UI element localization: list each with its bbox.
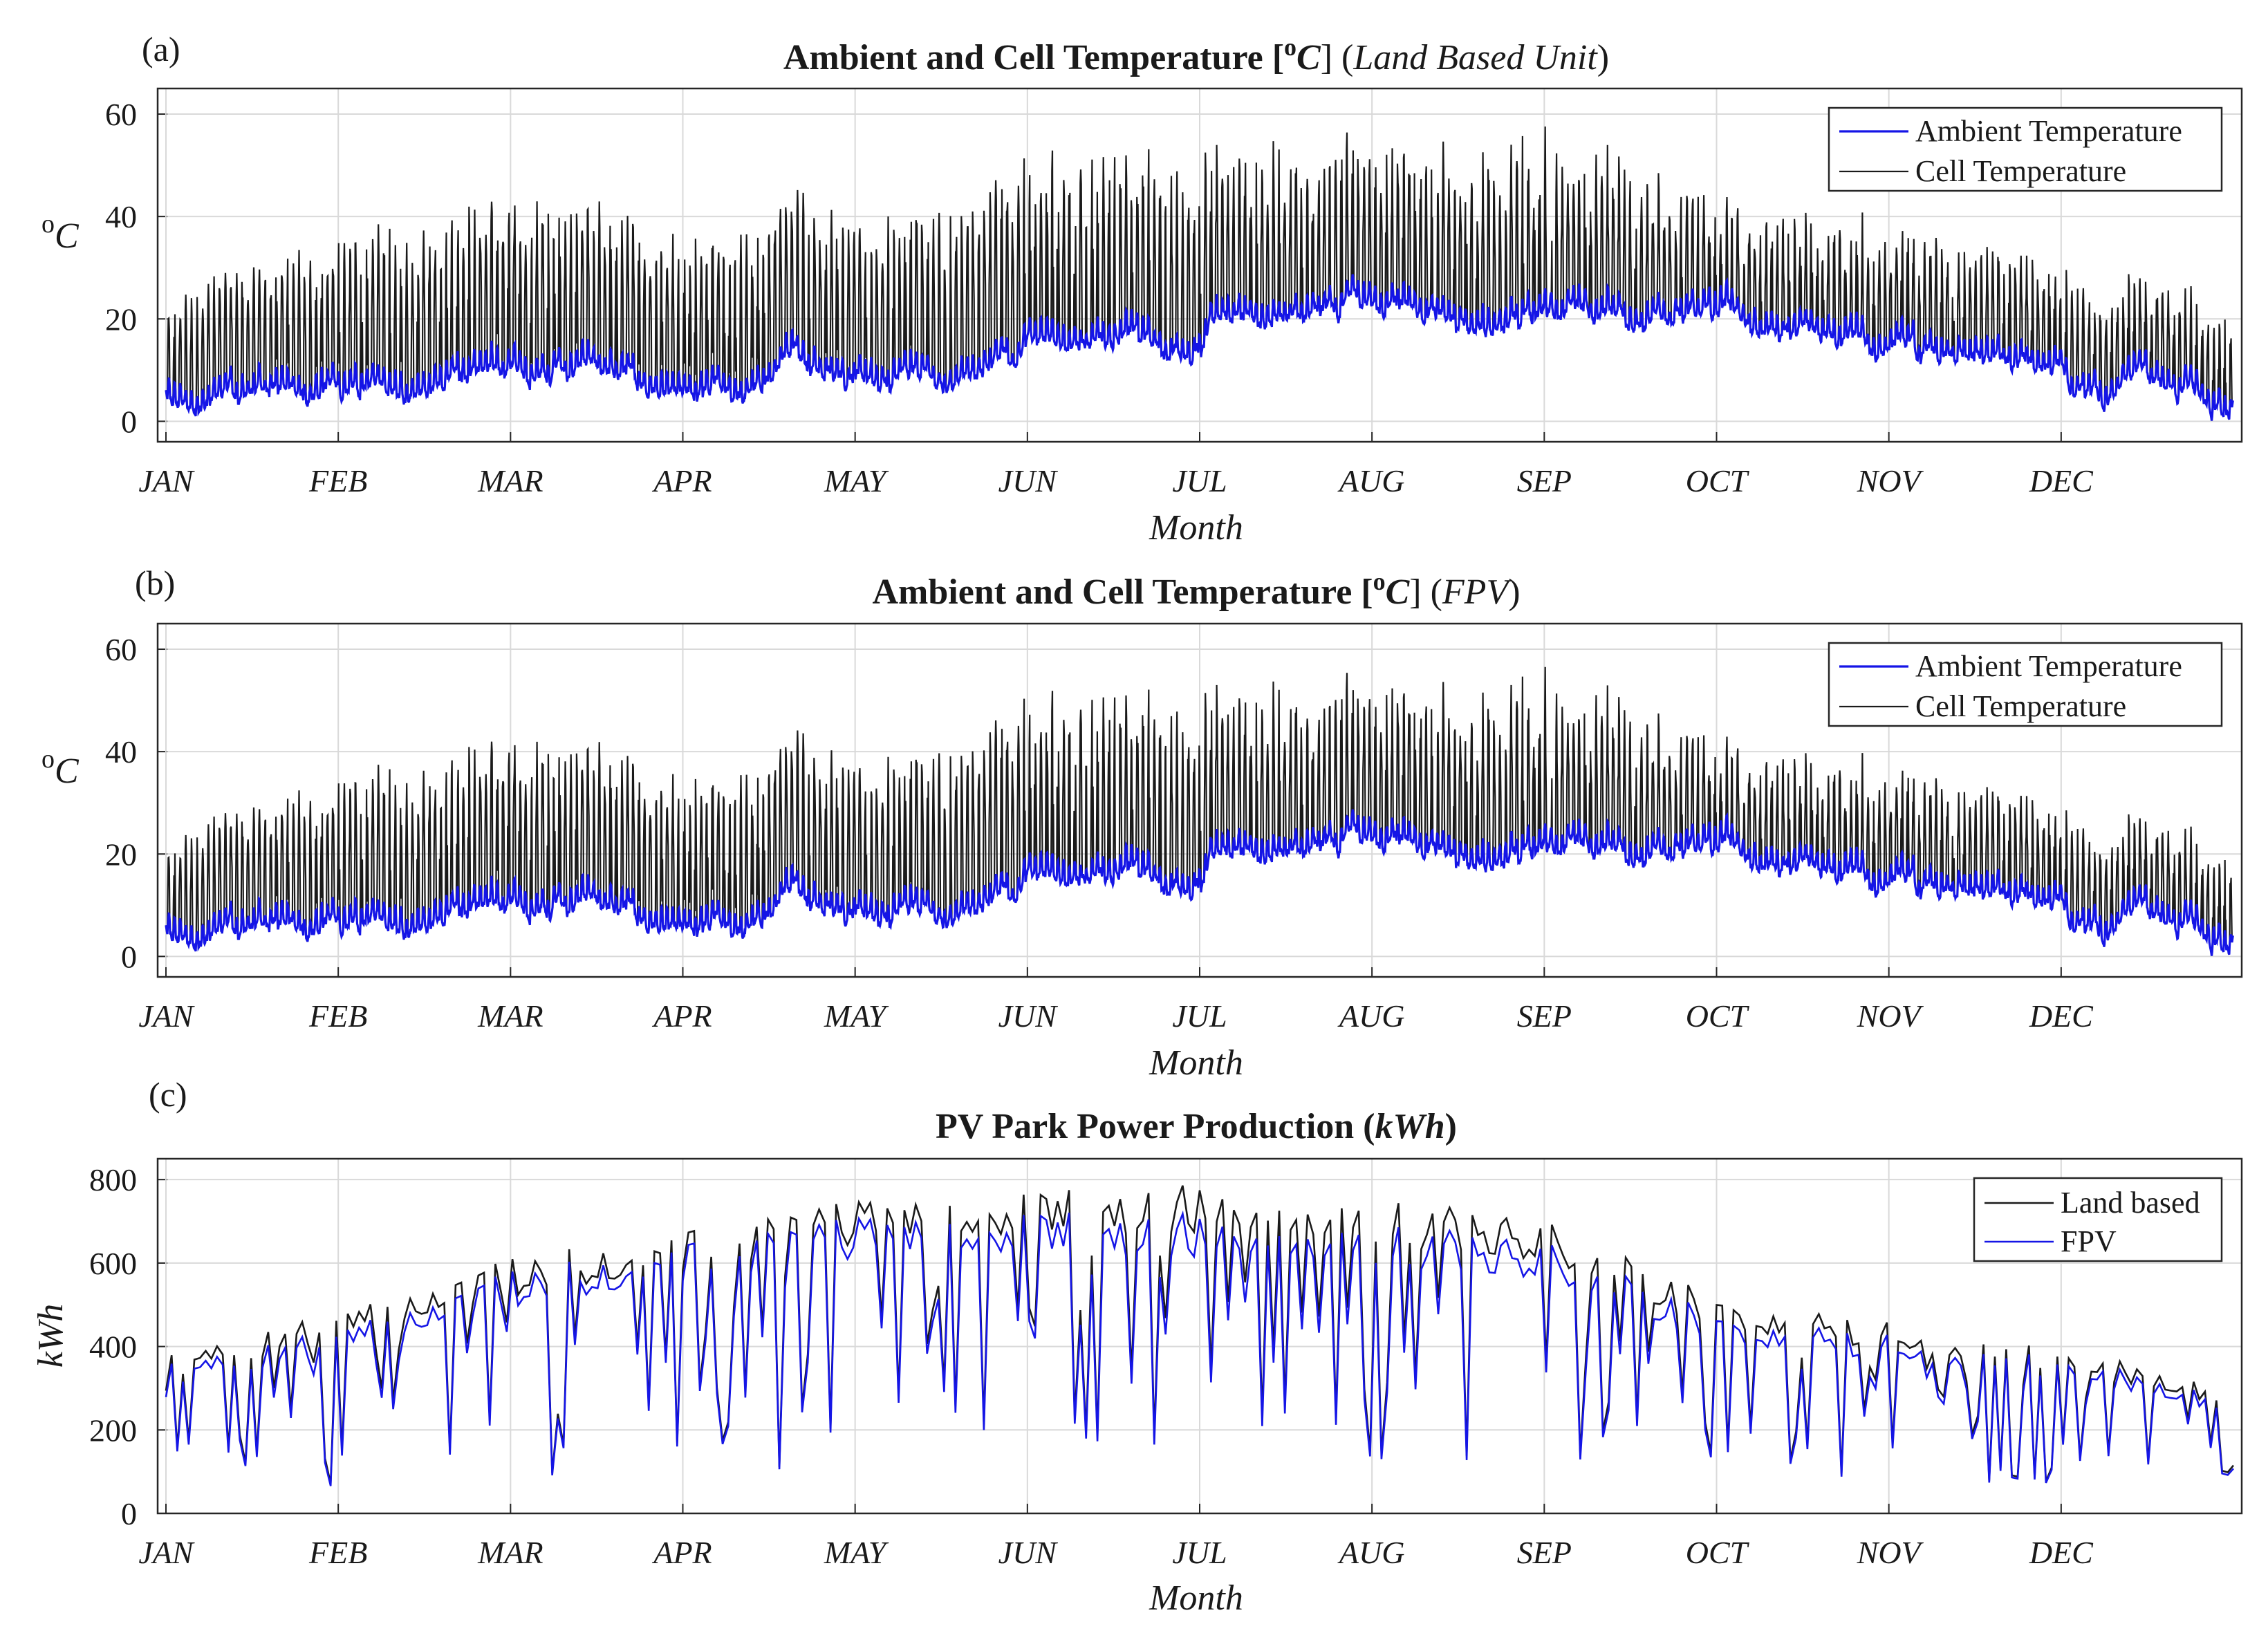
panel-b-y-label: oC xyxy=(41,745,80,791)
panel-b-x-tick-nov: NOV xyxy=(1857,998,1924,1034)
panel-c-x-tick-feb: FEB xyxy=(308,1535,367,1570)
panel-a-x-tick-jul: JUL xyxy=(1172,463,1227,498)
panel-a-y-tick-label: 20 xyxy=(105,301,137,337)
panel-a-x-tick-sep: SEP xyxy=(1517,463,1572,498)
panel-a-y-tick-label: 60 xyxy=(105,97,137,132)
panel-c-y-label: kWh xyxy=(31,1304,71,1368)
panel-a-x-tick-dec: DEC xyxy=(2029,463,2094,498)
panel-a-x-tick-mar: MAR xyxy=(477,463,543,498)
panel-a-x-tick-jun: JUN xyxy=(998,463,1059,498)
panel-c-y-ticks: 0 200 400 600 800 xyxy=(89,1162,137,1531)
panel-c-x-tick-oct: OCT xyxy=(1686,1535,1750,1570)
panel-b-y-tick-label: 20 xyxy=(105,837,137,872)
panel-a-x-ticks: JAN FEB MAR APR MAY JUN JUL AUG SEP OCT NOV DEC xyxy=(138,463,2094,498)
panel-c-legend-land-label: Land based xyxy=(2061,1186,2200,1220)
panel-c: (c) PV Park Power Production (kWh) 0 200 4… xyxy=(31,1075,2243,1618)
panel-a-x-tick-feb: FEB xyxy=(308,463,367,498)
panel-c-title: PV Park Power Production (kWh) xyxy=(936,1107,1457,1146)
panel-b-y-tick-label: 60 xyxy=(105,632,137,667)
panel-a-x-tick-aug: AUG xyxy=(1337,463,1405,498)
panel-c-x-tick-jul: JUL xyxy=(1172,1535,1227,1570)
panel-b-y-tick-label: 40 xyxy=(105,734,137,769)
panel-c-axes-frame xyxy=(156,1157,2243,1515)
panel-c-y-tick-label: 0 xyxy=(121,1496,137,1531)
panel-b-x-tick-jan: JAN xyxy=(138,998,195,1034)
panel-b-x-tick-oct: OCT xyxy=(1686,998,1750,1034)
panel-b-x-tick-jun: JUN xyxy=(998,998,1059,1034)
panel-c-label: (c) xyxy=(149,1075,187,1114)
panel-b-x-tick-jul: JUL xyxy=(1172,998,1227,1034)
panel-a-x-label: Month xyxy=(1149,508,1243,548)
panel-b-x-tick-sep: SEP xyxy=(1517,998,1572,1034)
panel-b-label: (b) xyxy=(135,563,175,602)
panel-b-axes-frame xyxy=(156,622,2243,978)
panel-c-x-ticks: JAN FEB MAR APR MAY JUN JUL AUG SEP OCT NOV DEC xyxy=(138,1535,2094,1570)
panel-b-x-tick-aug: AUG xyxy=(1337,998,1405,1034)
panel-c-x-tick-jun: JUN xyxy=(998,1535,1059,1570)
panel-a-axes-frame xyxy=(156,87,2243,443)
panel-b-x-tick-may: MAY xyxy=(824,998,889,1034)
panel-a-y-label: oC xyxy=(41,209,80,256)
panel-c-y-tick-label: 200 xyxy=(89,1412,137,1448)
panel-a-title: Ambient and Cell Temperature [oC] (Land … xyxy=(783,33,1609,77)
panel-b-y-ticks: 0 20 40 60 xyxy=(105,632,137,974)
panel-b-legend-ambient-label: Ambient Temperature xyxy=(1915,649,2182,683)
panel-a-y-tick-label: 0 xyxy=(121,404,137,439)
panel-c-legend: Land based FPV xyxy=(1973,1177,2223,1262)
panel-b-grid xyxy=(158,624,2242,977)
panel-b-y-tick-label: 0 xyxy=(121,939,137,974)
panel-c-x-tick-apr: APR xyxy=(651,1535,712,1570)
panel-a-y-tick-label: 40 xyxy=(105,199,137,234)
panel-c-x-tick-dec: DEC xyxy=(2029,1535,2094,1570)
panel-a: (a) Ambient and Cell Temperature [oC] (L… xyxy=(41,30,2243,548)
panel-a-label: (a) xyxy=(142,30,180,68)
panel-b-x-tick-feb: FEB xyxy=(308,998,367,1034)
panel-c-x-tick-jan: JAN xyxy=(138,1535,195,1570)
panel-b-x-ticks: JAN FEB MAR APR MAY JUN JUL AUG SEP OCT NOV DEC xyxy=(138,998,2094,1034)
panel-b: (b) Ambient and Cell Temperature [oC] (F… xyxy=(41,563,2243,1083)
panel-a-legend-cell-label: Cell Temperature xyxy=(1915,154,2126,188)
panel-b-ambient-temperature-line xyxy=(165,809,2234,956)
panel-a-x-tick-apr: APR xyxy=(651,463,712,498)
panel-a-x-tick-jan: JAN xyxy=(138,463,195,498)
panel-c-x-label: Month xyxy=(1149,1578,1243,1618)
panel-c-y-tick-label: 800 xyxy=(89,1162,137,1197)
panel-a-legend-ambient-label: Ambient Temperature xyxy=(1915,114,2182,148)
panel-c-x-tick-aug: AUG xyxy=(1337,1535,1405,1570)
panel-a-ambient-temperature-line xyxy=(165,274,2234,421)
panel-c-y-tick-label: 600 xyxy=(89,1246,137,1281)
panel-b-title: Ambient and Cell Temperature [oC] (FPV) xyxy=(872,568,1520,612)
panel-b-legend-cell-label: Cell Temperature xyxy=(1915,689,2126,723)
panel-b-x-tick-dec: DEC xyxy=(2029,998,2094,1034)
panel-c-x-tick-may: MAY xyxy=(824,1535,889,1570)
panel-c-y-tick-label: 400 xyxy=(89,1330,137,1365)
panel-b-legend: Ambient Temperature Cell Temperature xyxy=(1828,642,2223,727)
panel-a-x-tick-oct: OCT xyxy=(1686,463,1750,498)
panel-c-fpv-line xyxy=(165,1210,2234,1486)
panel-b-x-label: Month xyxy=(1149,1043,1243,1083)
panel-a-y-ticks: 0 20 40 60 xyxy=(105,97,137,439)
panel-c-x-tick-nov: NOV xyxy=(1857,1535,1924,1570)
panel-a-x-tick-may: MAY xyxy=(824,463,889,498)
panel-b-x-tick-apr: APR xyxy=(651,998,712,1034)
panel-c-x-tick-sep: SEP xyxy=(1517,1535,1572,1570)
panel-b-x-tick-mar: MAR xyxy=(477,998,543,1034)
panel-a-legend: Ambient Temperature Cell Temperature xyxy=(1828,106,2223,192)
panel-a-x-tick-nov: NOV xyxy=(1857,463,1924,498)
panel-c-legend-fpv-label: FPV xyxy=(2061,1224,2117,1258)
panel-c-x-tick-mar: MAR xyxy=(477,1535,543,1570)
